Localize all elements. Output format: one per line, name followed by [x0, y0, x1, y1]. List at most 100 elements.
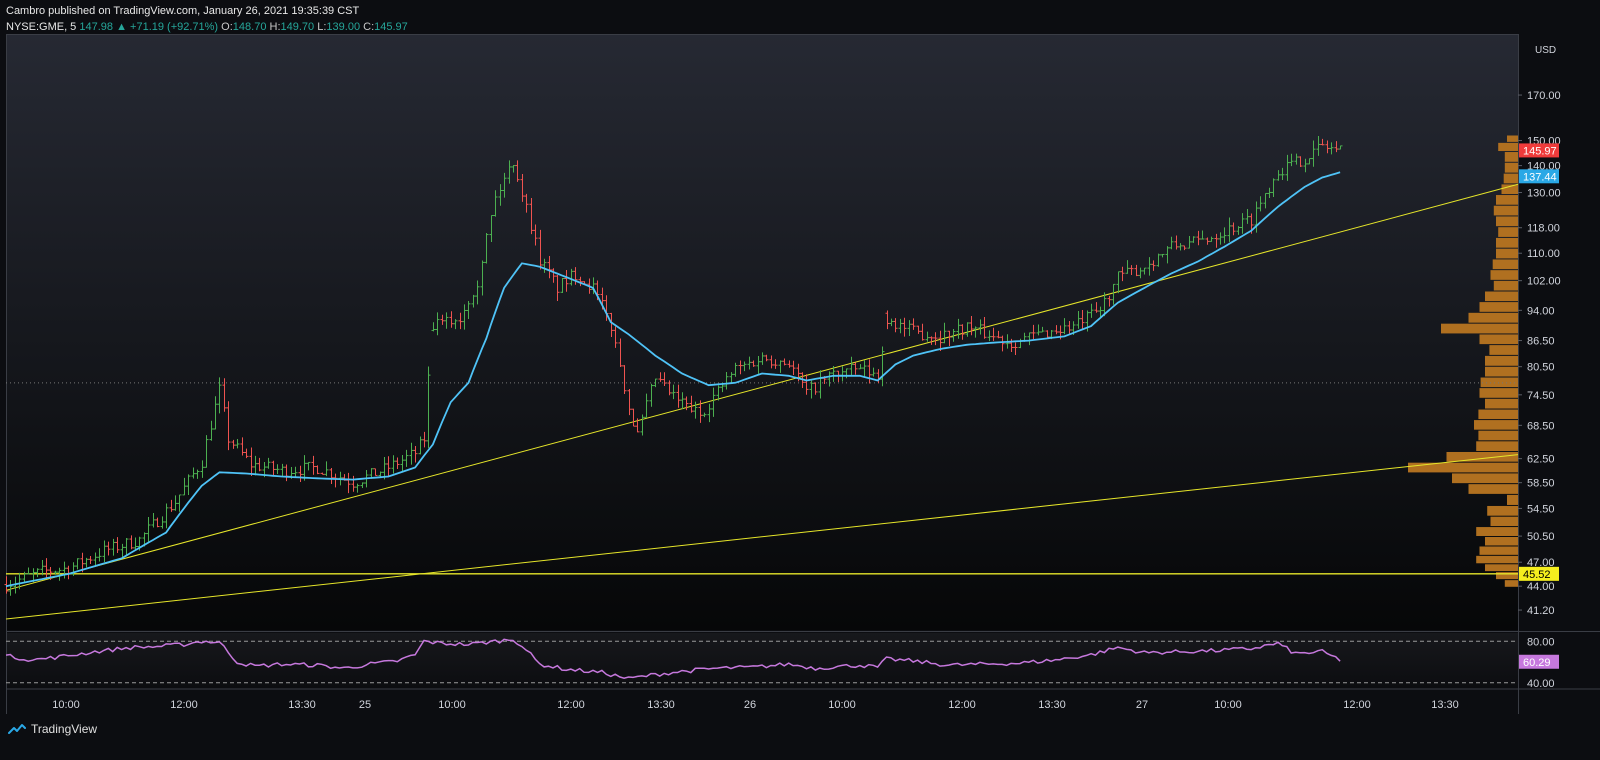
publish-line: Cambro published on TradingView.com, Jan… [6, 5, 360, 17]
volume-profile-bar [1478, 409, 1518, 420]
open-value: 148.70 [232, 21, 267, 33]
tradingview-footer[interactable]: TradingView [8, 718, 97, 740]
volume-profile-bar [1492, 259, 1518, 270]
tradingview-brand: TradingView [31, 722, 98, 736]
time-tick-label: 25 [359, 699, 371, 711]
open-label: O: [221, 21, 233, 33]
high-value: 149.70 [280, 21, 315, 33]
time-tick-label: 12:00 [948, 699, 976, 711]
trendline-1[interactable] [5, 183, 1519, 591]
trendline-2[interactable] [5, 454, 1519, 620]
price-tick-label: 62.50 [1527, 454, 1555, 466]
volume-profile-bar [1476, 527, 1518, 536]
price-pane-background [6, 34, 1518, 630]
time-tick-label: 13:30 [288, 699, 316, 711]
volume-profile-bar [1408, 462, 1518, 473]
price-tick-label: 44.00 [1527, 581, 1555, 593]
symbol-quote-line: NYSE:GME, 5 147.98 ▲ +71.19 (+92.71%) O:… [6, 19, 1596, 35]
volume-profile-bar [1480, 377, 1518, 388]
time-tick-label: 10:00 [1214, 699, 1242, 711]
volume-profile-bar [1504, 162, 1518, 173]
time-tick-label: 13:30 [1038, 699, 1066, 711]
time-tick-label: 13:30 [1431, 699, 1459, 711]
support-price-label-bg [1519, 566, 1559, 581]
volume-profile-bar [1493, 205, 1518, 216]
currency-label: USD [1535, 45, 1556, 56]
close-value: 145.97 [374, 21, 408, 33]
symbol-label[interactable]: NYSE:GME, 5 [6, 21, 77, 33]
price-tick-label: 80.50 [1527, 362, 1555, 374]
price-tick-label: 41.20 [1527, 605, 1555, 617]
low-label: L: [317, 21, 327, 33]
last-price: 147.98 [79, 21, 114, 33]
volume-profile-bar [1490, 516, 1518, 527]
price-tick-label: 130.00 [1527, 188, 1561, 200]
volume-profile-bar [1452, 473, 1518, 484]
volume-profile-bar [1490, 270, 1518, 280]
rsi-last-label-bg [1519, 654, 1559, 669]
price-tick-label: 50.50 [1527, 531, 1555, 543]
volume-profile-bar [1501, 184, 1518, 195]
volume-profile-bar [1446, 451, 1518, 462]
volume-profile-bar [1507, 494, 1518, 505]
volume-profile-bar [1478, 430, 1518, 441]
rsi-tick-label: 40.00 [1527, 678, 1555, 690]
support-price-label: 45.52 [1523, 569, 1551, 581]
volume-profile-bar [1498, 142, 1518, 152]
time-tick-label: 10:00 [52, 699, 80, 711]
close-label: C: [363, 21, 375, 33]
price-tick-label: 118.00 [1527, 223, 1560, 235]
price-tick-label: 94.00 [1527, 305, 1555, 317]
rsi-last-label: 60.29 [1523, 657, 1551, 669]
high-label: H: [269, 21, 281, 33]
price-tick-label: 58.50 [1527, 478, 1555, 490]
volume-profile-bar [1441, 323, 1518, 334]
volume-profile-bar [1496, 572, 1518, 580]
volume-profile-bar [1496, 248, 1518, 259]
time-tick-label: 10:00 [828, 699, 856, 711]
price-change: +71.19 (+92.71%) [130, 21, 219, 33]
volume-profile-bar [1485, 291, 1518, 302]
rsi-tick-label: 80.00 [1527, 636, 1555, 648]
volume-profile-bar [1507, 135, 1518, 142]
time-tick-label: 12:00 [557, 699, 585, 711]
volume-profile-bar [1468, 312, 1518, 323]
tradingview-logo-icon [8, 724, 26, 734]
price-tick-label: 68.50 [1527, 420, 1555, 432]
volume-profile-bar [1479, 388, 1518, 398]
volume-profile-bar [1496, 195, 1518, 205]
volume-profile-bar [1496, 216, 1518, 227]
price-tick-label: 86.50 [1527, 336, 1555, 348]
price-tick-label: 102.00 [1527, 276, 1561, 288]
last-price-label-bg [1519, 143, 1559, 158]
volume-profile-bar [1493, 280, 1518, 291]
moving-average-label-bg [1519, 169, 1559, 184]
volume-profile-bar [1485, 536, 1518, 546]
volume-profile-bar [1504, 580, 1518, 587]
time-tick-label: 12:00 [170, 699, 198, 711]
rsi-pane-background [6, 633, 1518, 688]
time-tick-label: 12:00 [1343, 699, 1371, 711]
volume-profile-bar [1485, 398, 1518, 409]
volume-profile-bar [1487, 505, 1518, 516]
up-arrow-icon: ▲ [116, 21, 127, 33]
price-tick-label: 47.00 [1527, 557, 1555, 569]
volume-profile-bar [1468, 484, 1518, 494]
volume-profile-bar [1498, 227, 1518, 237]
moving-average-label: 137.44 [1523, 171, 1557, 183]
price-tick-label: 54.50 [1527, 503, 1555, 515]
time-tick-label: 13:30 [647, 699, 675, 711]
volume-profile-bar [1485, 564, 1518, 572]
volume-profile-bar [1503, 173, 1518, 184]
low-value: 139.00 [326, 21, 361, 33]
volume-profile-bar [1496, 237, 1518, 248]
time-tick-label: 26 [744, 699, 756, 711]
volume-profile-bar [1485, 366, 1518, 377]
volume-profile-bar [1479, 546, 1518, 555]
volume-profile-bar [1485, 355, 1518, 366]
time-tick-label: 10:00 [438, 699, 466, 711]
last-price-label: 145.97 [1523, 145, 1557, 157]
volume-profile-bar [1504, 152, 1518, 162]
time-tick-label: 27 [1136, 699, 1148, 711]
